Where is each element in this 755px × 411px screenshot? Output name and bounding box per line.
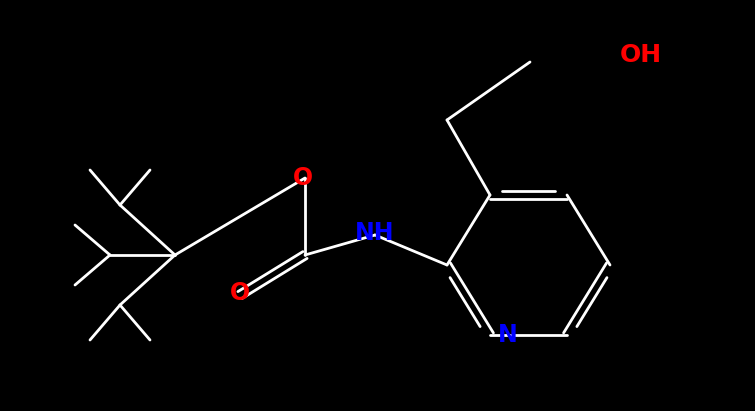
Text: NH: NH [356,221,395,245]
Text: O: O [293,166,313,190]
Text: OH: OH [620,43,662,67]
Text: N: N [498,323,518,347]
Text: O: O [230,281,250,305]
